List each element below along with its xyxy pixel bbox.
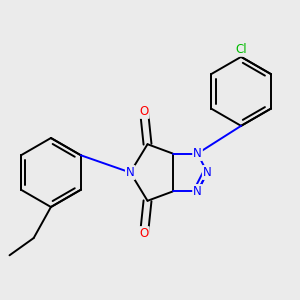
Text: O: O bbox=[140, 105, 149, 118]
Text: N: N bbox=[203, 166, 212, 179]
Text: Cl: Cl bbox=[235, 43, 247, 56]
Text: N: N bbox=[193, 185, 202, 198]
Text: N: N bbox=[193, 147, 202, 160]
Text: N: N bbox=[126, 166, 135, 179]
Text: O: O bbox=[140, 227, 149, 240]
